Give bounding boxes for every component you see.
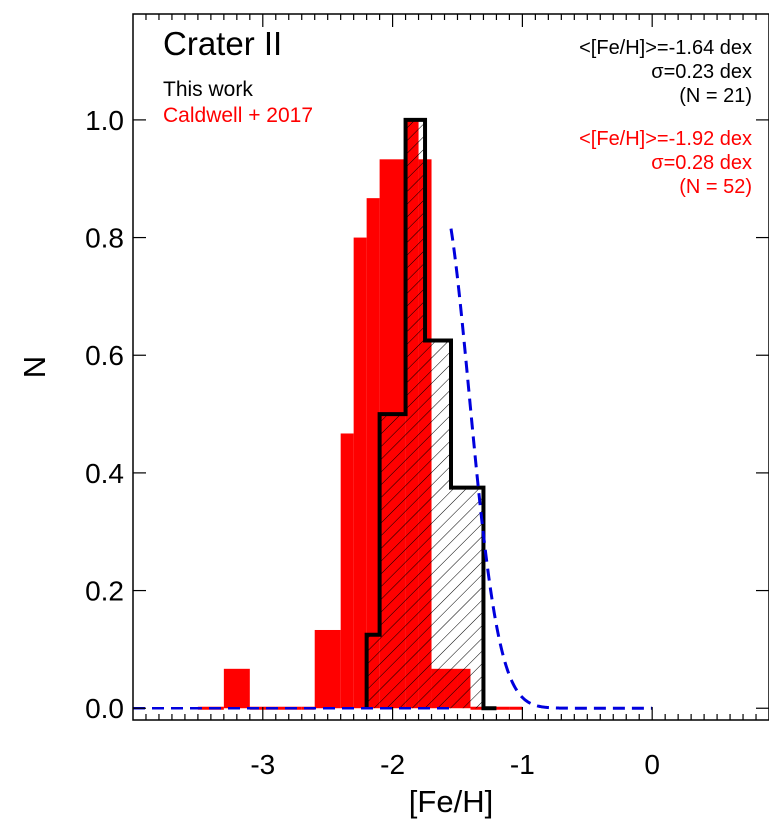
x-tick-label: -3 xyxy=(250,749,275,780)
y-axis-label: N xyxy=(17,356,52,378)
y-tick-label: 0.0 xyxy=(85,693,124,724)
x-axis-label: [Fe/H] xyxy=(409,784,493,819)
red-bar xyxy=(353,237,367,709)
this-work-hatch-fill xyxy=(366,119,497,709)
y-tick-label: 1.0 xyxy=(85,105,124,136)
chart-title: Crater II xyxy=(163,25,282,62)
y-tick-label: 0.8 xyxy=(85,223,124,254)
legend-this-work: This work xyxy=(163,78,253,101)
y-tick-label: 0.2 xyxy=(85,576,124,607)
stats-count: (N = 52) xyxy=(679,176,752,198)
red-bar xyxy=(314,629,341,709)
x-tick-label: -2 xyxy=(380,749,405,780)
red-bar xyxy=(223,668,250,709)
stats-mean: <[Fe/H]>=-1.64 dex xyxy=(579,37,752,59)
stats-sigma: σ=0.28 dex xyxy=(651,152,752,174)
gaussian-fit-curve xyxy=(133,228,653,710)
x-tick-label: -1 xyxy=(510,749,535,780)
y-tick-label: 0.4 xyxy=(85,458,124,489)
stats-sigma: σ=0.23 dex xyxy=(651,61,752,83)
stats-caldwell: <[Fe/H]>=-1.92 dex σ=0.28 dex (N = 52) xyxy=(579,128,752,198)
this-work-outline xyxy=(364,117,497,711)
stats-this-work: <[Fe/H]>=-1.64 dex σ=0.23 dex (N = 21) xyxy=(579,37,752,107)
tick-labels: -3 -2 -1 0 0.0 0.2 0.4 0.6 0.8 1.0 xyxy=(85,105,660,780)
legend-caldwell: Caldwell + 2017 xyxy=(163,104,313,127)
stats-mean: <[Fe/H]>=-1.92 dex xyxy=(579,128,752,150)
red-bar xyxy=(366,198,380,709)
stats-count: (N = 21) xyxy=(679,85,752,107)
plot-frame xyxy=(132,13,769,721)
red-bar xyxy=(496,706,510,710)
y-tick-label: 0.6 xyxy=(85,340,124,371)
this-work-histogram xyxy=(364,117,497,711)
axis-ticks xyxy=(133,14,769,720)
gaussian-fit-line xyxy=(449,228,653,710)
red-bar xyxy=(340,433,354,709)
x-tick-label: 0 xyxy=(644,749,660,780)
red-bar xyxy=(509,706,523,710)
